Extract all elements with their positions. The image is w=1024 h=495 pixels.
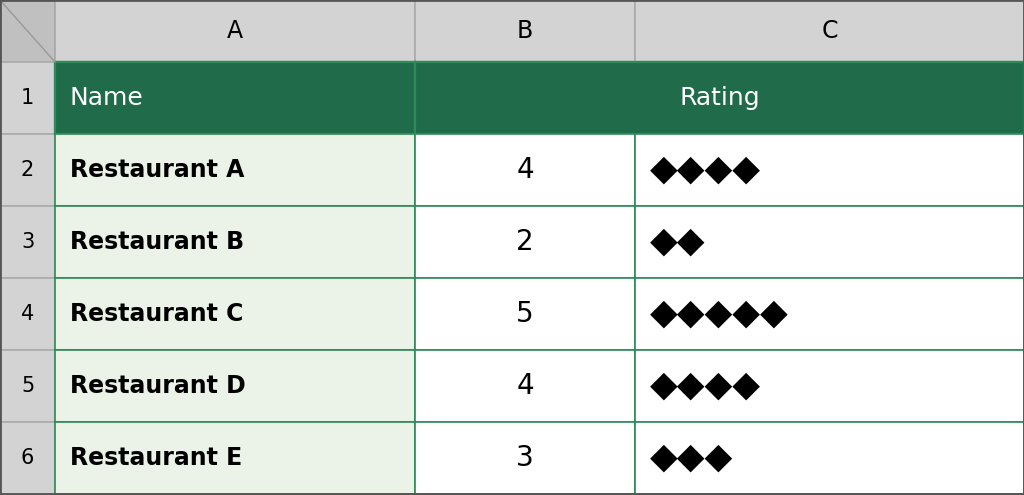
Bar (0, 62, 55, 134)
Bar (635, 422, 1024, 494)
Text: Name: Name (70, 86, 143, 110)
Bar (0, 278, 55, 350)
Bar (635, 350, 1024, 422)
Text: Rating: Rating (679, 86, 760, 110)
Bar (0, 206, 55, 278)
Text: 5: 5 (516, 300, 534, 328)
Text: ◆◆◆: ◆◆◆ (650, 441, 733, 475)
Text: ◆◆: ◆◆ (650, 225, 706, 259)
Text: B: B (517, 19, 534, 43)
Bar (415, 206, 635, 278)
Text: 2: 2 (20, 160, 34, 180)
Bar (55, 0, 415, 62)
Text: Restaurant D: Restaurant D (70, 374, 246, 398)
Text: 4: 4 (20, 304, 34, 324)
Bar (415, 62, 1024, 134)
Text: C: C (821, 19, 838, 43)
Bar (635, 0, 1024, 62)
Text: 3: 3 (20, 232, 34, 252)
Bar (55, 134, 415, 206)
Bar (0, 134, 55, 206)
Bar (415, 0, 635, 62)
Text: Restaurant A: Restaurant A (70, 158, 245, 182)
Text: 6: 6 (20, 448, 34, 468)
Bar (0, 0, 55, 62)
Bar (55, 206, 415, 278)
Bar (415, 278, 635, 350)
Text: Restaurant E: Restaurant E (70, 446, 243, 470)
Bar (635, 134, 1024, 206)
Text: A: A (227, 19, 243, 43)
Text: Restaurant B: Restaurant B (70, 230, 244, 254)
Text: 4: 4 (516, 372, 534, 400)
Bar (55, 422, 415, 494)
Text: 1: 1 (20, 88, 34, 108)
Bar (0, 422, 55, 494)
Text: 5: 5 (20, 376, 34, 396)
Bar (55, 278, 415, 350)
Text: 4: 4 (516, 156, 534, 184)
Text: 3: 3 (516, 444, 534, 472)
Bar (415, 422, 635, 494)
Bar (415, 134, 635, 206)
Bar (55, 62, 415, 134)
Bar (55, 350, 415, 422)
Text: 2: 2 (516, 228, 534, 256)
Text: ◆◆◆◆◆: ◆◆◆◆◆ (650, 297, 788, 331)
Bar (0, 350, 55, 422)
Bar (635, 278, 1024, 350)
Bar (635, 206, 1024, 278)
Text: Restaurant C: Restaurant C (70, 302, 244, 326)
Text: ◆◆◆◆: ◆◆◆◆ (650, 369, 761, 403)
Text: ◆◆◆◆: ◆◆◆◆ (650, 153, 761, 187)
Bar (415, 350, 635, 422)
